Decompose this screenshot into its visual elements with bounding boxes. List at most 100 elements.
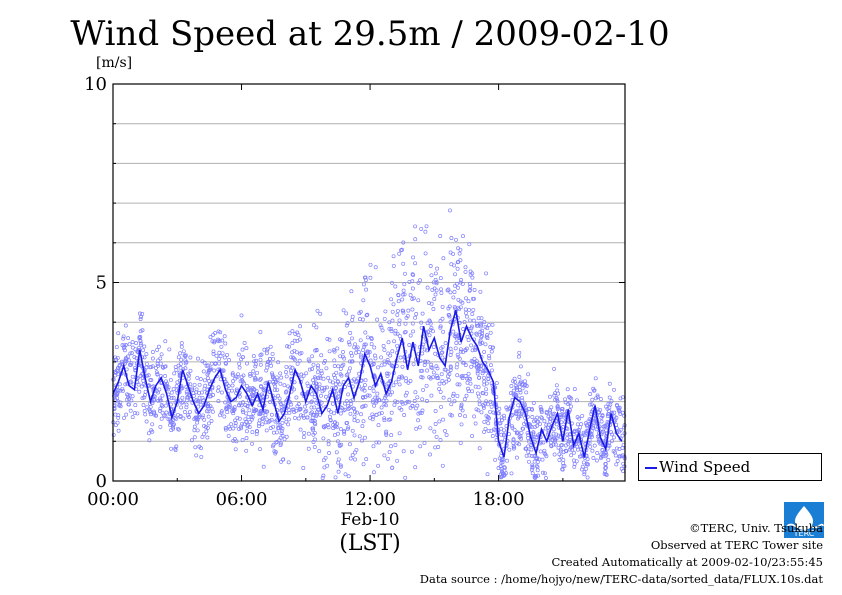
scatter-point xyxy=(572,387,577,392)
scatter-point xyxy=(449,413,454,418)
scatter-point xyxy=(423,360,428,365)
scatter-point xyxy=(373,395,378,400)
scatter-point xyxy=(338,463,343,468)
scatter-point xyxy=(336,457,341,462)
scatter-point xyxy=(231,426,236,431)
scatter-point xyxy=(344,311,349,316)
scatter-point xyxy=(567,447,572,452)
scatter-point xyxy=(478,330,483,334)
scatter-point xyxy=(619,466,624,471)
scatter-point xyxy=(130,394,135,399)
scatter-point xyxy=(571,450,576,455)
scatter-point xyxy=(378,323,383,328)
scatter-point xyxy=(484,399,489,404)
scatter-point xyxy=(458,413,462,417)
scatter-point xyxy=(545,425,550,430)
scatter-point xyxy=(549,440,553,445)
scatter-point xyxy=(346,474,351,479)
scatter-point xyxy=(509,471,514,476)
scatter-point xyxy=(406,308,411,313)
scatter-point xyxy=(350,428,355,433)
scatter-point xyxy=(420,397,425,402)
scatter-point xyxy=(326,442,331,447)
scatter-point xyxy=(612,435,616,440)
scatter-point xyxy=(539,440,544,445)
scatter-point xyxy=(344,373,349,378)
scatter-point xyxy=(481,404,486,409)
scatter-point xyxy=(239,426,243,431)
scatter-point xyxy=(319,371,324,376)
scatter-point xyxy=(598,397,603,402)
scatter-point xyxy=(318,311,323,316)
scatter-point xyxy=(440,304,445,309)
scatter-point xyxy=(413,315,418,320)
scatter-point xyxy=(286,384,291,389)
scatter-point xyxy=(261,416,265,421)
scatter-point xyxy=(338,464,343,469)
scatter-point xyxy=(162,413,167,418)
scatter-point xyxy=(499,432,504,437)
scatter-point xyxy=(569,453,574,458)
scatter-point xyxy=(488,330,493,335)
scatter-point xyxy=(258,357,263,362)
scatter-point xyxy=(584,466,589,471)
scatter-point xyxy=(358,338,363,343)
scatter-point xyxy=(460,281,465,286)
scatter-point xyxy=(514,385,519,390)
scatter-point xyxy=(599,454,604,459)
scatter-point xyxy=(516,403,521,408)
scatter-point xyxy=(285,344,290,349)
scatter-point xyxy=(198,399,203,404)
scatter-point xyxy=(429,393,434,398)
scatter-point xyxy=(328,409,333,414)
scatter-point xyxy=(391,383,396,388)
scatter-point xyxy=(348,411,353,416)
scatter-point xyxy=(337,382,342,387)
scatter-point xyxy=(326,375,331,380)
scatter-point xyxy=(540,416,544,421)
scatter-point xyxy=(352,418,357,423)
scatter-point xyxy=(512,376,517,381)
scatter-point xyxy=(325,385,329,390)
scatter-point xyxy=(159,416,164,421)
scatter-point xyxy=(515,387,520,392)
scatter-point xyxy=(434,288,439,293)
scatter-point xyxy=(258,410,263,415)
scatter-point xyxy=(401,292,406,297)
scatter-point xyxy=(569,404,573,409)
scatter-point xyxy=(538,449,543,454)
scatter-point xyxy=(318,376,323,381)
scatter-point xyxy=(116,368,121,373)
scatter-point xyxy=(422,363,427,367)
scatter-point xyxy=(365,312,370,317)
scatter-point xyxy=(442,367,447,372)
scatter-point xyxy=(529,447,534,452)
scatter-point xyxy=(515,441,520,446)
scatter-point xyxy=(614,446,619,451)
scatter-point xyxy=(581,460,586,465)
scatter-point xyxy=(219,409,224,414)
scatter-point xyxy=(305,381,310,386)
scatter-point xyxy=(446,378,451,382)
scatter-point xyxy=(267,419,272,423)
scatter-point xyxy=(526,372,531,377)
scatter-point xyxy=(152,394,157,399)
scatter-point xyxy=(466,371,471,376)
scatter-point xyxy=(397,431,402,436)
scatter-point xyxy=(247,408,252,413)
scatter-point xyxy=(186,371,191,376)
scatter-point xyxy=(332,420,337,425)
scatter-point xyxy=(516,416,520,421)
scatter-point xyxy=(614,462,619,467)
scatter-point xyxy=(241,373,246,378)
scatter-point xyxy=(620,446,625,450)
scatter-point xyxy=(289,402,294,407)
scatter-point xyxy=(164,410,169,415)
scatter-point xyxy=(178,398,183,403)
scatter-point xyxy=(251,369,256,374)
scatter-point xyxy=(414,426,419,431)
scatter-point xyxy=(446,369,451,374)
scatter-point xyxy=(270,375,275,380)
x-axis-label: Feb-10 (LST) xyxy=(300,510,440,556)
